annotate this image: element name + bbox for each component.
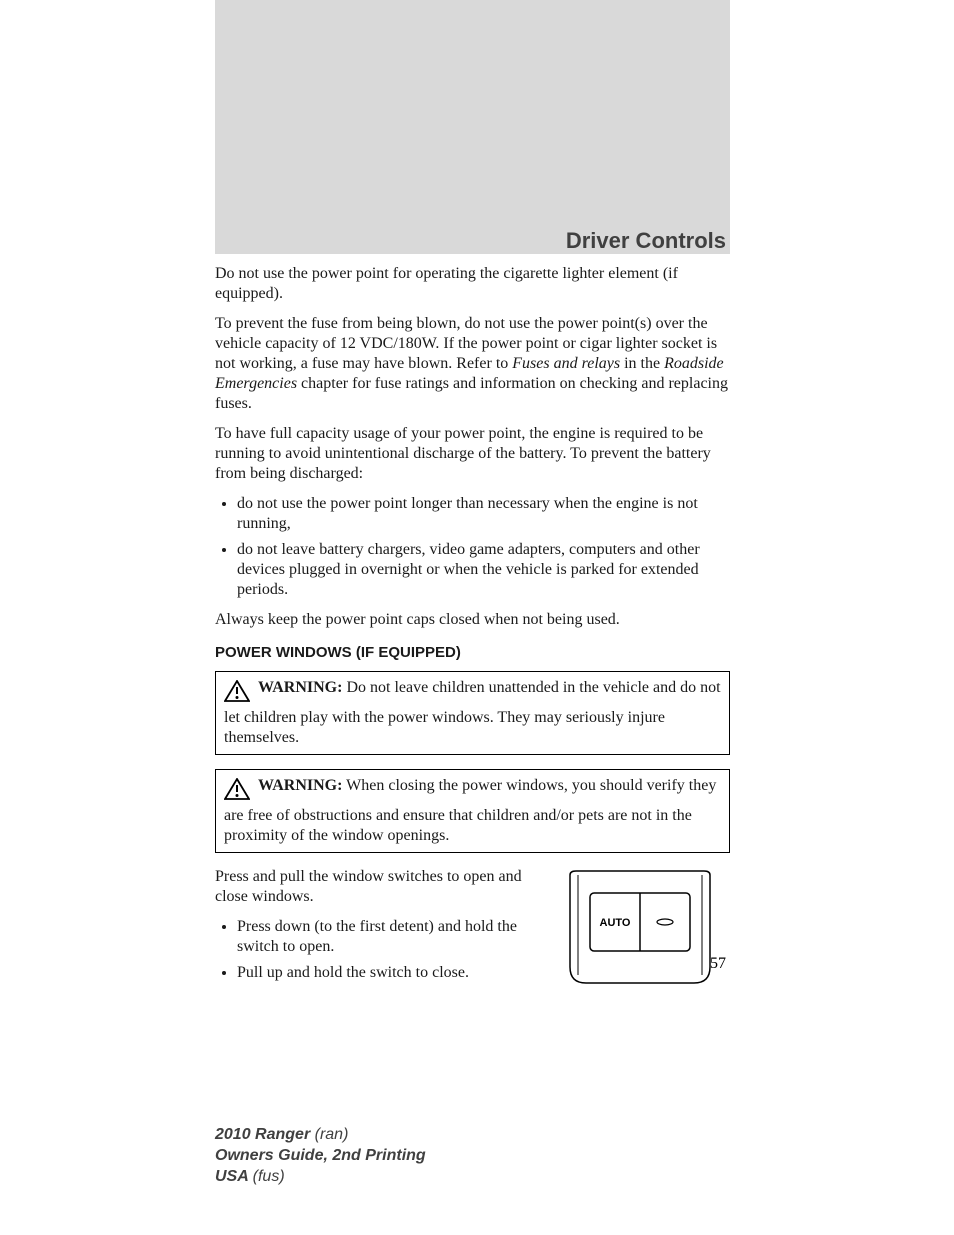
footer-model-code: (ran) [315, 1126, 349, 1143]
footer-region: USA [215, 1168, 253, 1185]
para2-b: in the [620, 355, 664, 372]
list-item: Press down (to the first detent) and hol… [237, 917, 540, 957]
bullet-list-2: Press down (to the first detent) and hol… [215, 917, 540, 983]
bullet-list-1: do not use the power point longer than n… [215, 494, 730, 600]
paragraph-2: To prevent the fuse from being blown, do… [215, 314, 730, 414]
section-title: Driver Controls [566, 228, 726, 254]
footer-line-2: Owners Guide, 2nd Printing [215, 1146, 426, 1167]
footer: 2010 Ranger (ran) Owners Guide, 2nd Prin… [215, 1125, 426, 1187]
warning-label: WARNING: [258, 679, 342, 696]
list-item: Pull up and hold the switch to close. [237, 963, 540, 983]
list-item: do not leave battery chargers, video gam… [237, 540, 730, 600]
warning-box-1: WARNING: Do not leave children unattende… [215, 671, 730, 755]
warning-icon [224, 680, 250, 708]
main-content: Do not use the power point for operating… [215, 264, 730, 993]
switch-auto-label: AUTO [600, 917, 631, 929]
warning-icon [224, 778, 250, 806]
paragraph-4: Always keep the power point caps closed … [215, 610, 730, 630]
sub-heading: POWER WINDOWS (IF EQUIPPED) [215, 644, 730, 663]
left-column: Press and pull the window switches to op… [215, 867, 540, 993]
footer-line-3: USA (fus) [215, 1167, 426, 1188]
footer-line-1: 2010 Ranger (ran) [215, 1125, 426, 1146]
header-gray-block [215, 0, 730, 254]
para2-italic1: Fuses and relays [512, 355, 620, 372]
page: Driver Controls Do not use the power poi… [0, 0, 954, 1235]
right-column: AUTO [560, 867, 730, 993]
page-number: 57 [710, 955, 726, 973]
warning-label: WARNING: [258, 777, 342, 794]
warning-box-2: WARNING: When closing the power windows,… [215, 769, 730, 853]
two-column-region: Press and pull the window switches to op… [215, 867, 730, 993]
paragraph-1: Do not use the power point for operating… [215, 264, 730, 304]
window-switch-diagram: AUTO [560, 867, 720, 987]
footer-model: 2010 Ranger [215, 1126, 315, 1143]
list-item: do not use the power point longer than n… [237, 494, 730, 534]
footer-region-code: (fus) [253, 1168, 285, 1185]
paragraph-3: To have full capacity usage of your powe… [215, 424, 730, 484]
paragraph-5: Press and pull the window switches to op… [215, 867, 540, 907]
